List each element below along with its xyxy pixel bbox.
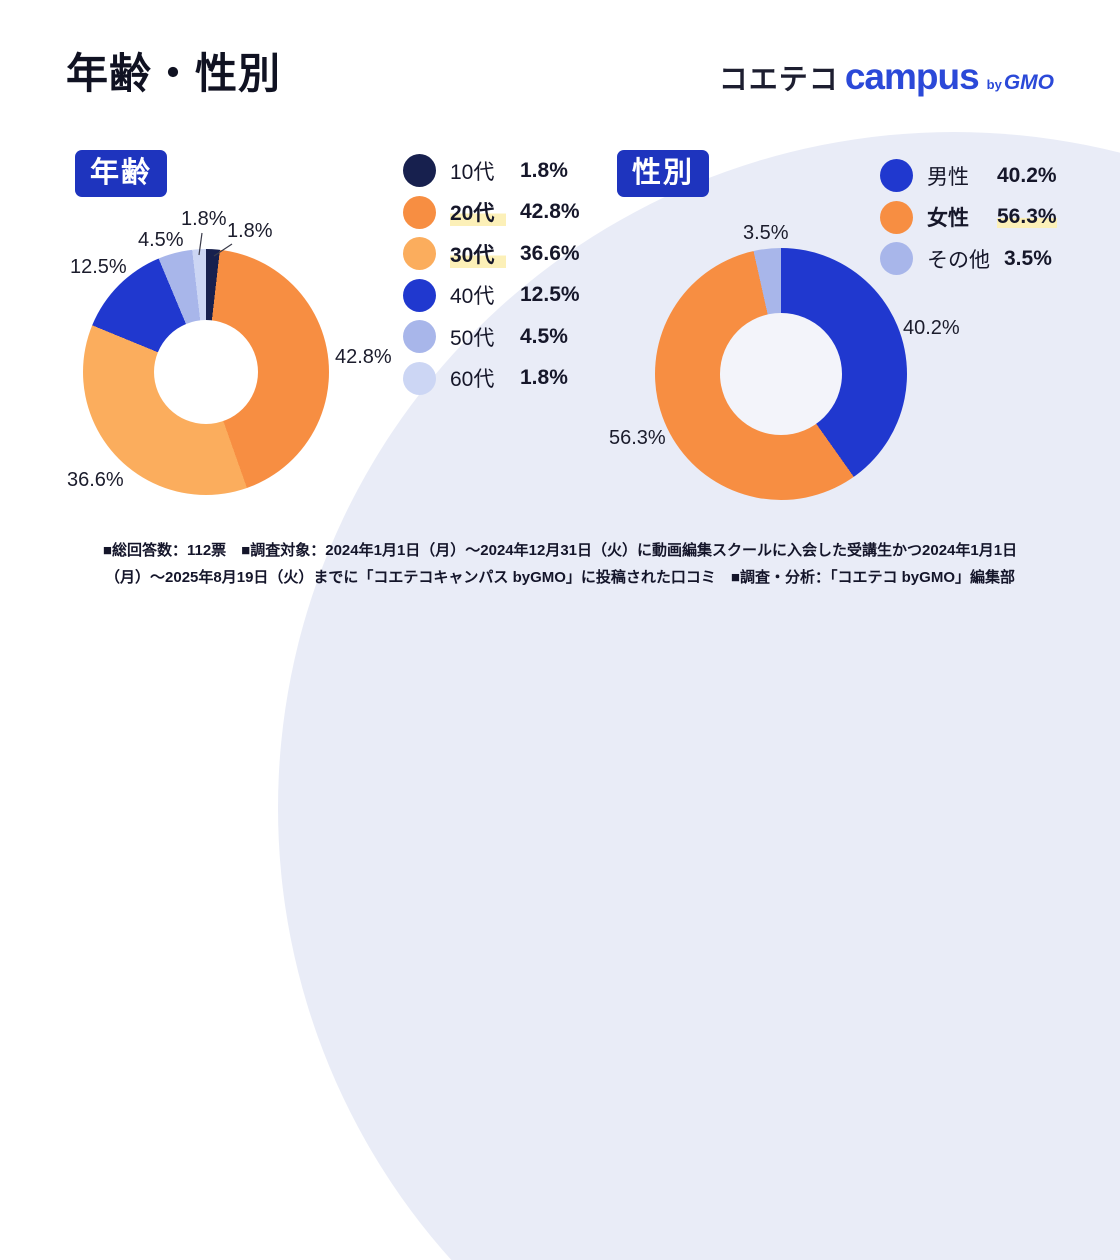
legend-row: 40代 12.5% xyxy=(403,275,580,317)
legend-row: 50代 4.5% xyxy=(403,316,580,358)
footnote-line-2: （月）～2025年8月19日（火）までに「コエテコキャンパス byGMO」に投稿… xyxy=(105,569,1015,586)
age-callout-30s: 36.6% xyxy=(67,469,124,491)
legend-row: 60代 1.8% xyxy=(403,358,580,400)
logo-text-gmo: GMO xyxy=(1003,71,1054,94)
legend-swatch-40s xyxy=(403,278,436,312)
age-callout-20s: 42.8% xyxy=(335,346,392,368)
gender-legend: 男性 40.2% 女性 56.3% その他 3.5% xyxy=(880,155,1057,280)
legend-swatch-30s xyxy=(403,237,436,271)
age-callout-50s: 4.5% xyxy=(138,229,184,251)
age-callout-10s: 1.8% xyxy=(227,220,273,242)
gender-callout-other: 3.5% xyxy=(743,222,789,244)
gender-callout-female: 56.3% xyxy=(609,427,666,449)
legend-value: 1.8% xyxy=(520,158,568,182)
legend-label: 男性 xyxy=(927,165,969,189)
age-legend: 10代 1.8% 20代 42.8% 30代 36.6% 40代 12.5% 5… xyxy=(403,150,580,399)
legend-label: 20代 xyxy=(450,197,506,228)
legend-value: 40.2% xyxy=(997,163,1057,187)
legend-swatch-male xyxy=(880,159,913,193)
legend-value: 1.8% xyxy=(520,366,568,390)
legend-label: 30代 xyxy=(450,238,506,269)
legend-swatch-10s xyxy=(403,154,436,188)
page-title: 年齢・性別 xyxy=(66,50,282,97)
legend-swatch-50s xyxy=(403,320,436,354)
legend-swatch-60s xyxy=(403,361,436,395)
legend-value: 56.3% xyxy=(997,205,1057,230)
legend-label: 40代 xyxy=(450,285,495,309)
legend-label: 10代 xyxy=(450,160,495,184)
legend-value: 42.8% xyxy=(520,200,580,224)
brand-logo: コエテコ campus by GMO xyxy=(719,56,1054,98)
gender-callout-male: 40.2% xyxy=(903,317,960,339)
gender-section-badge: 性別 xyxy=(617,150,710,198)
legend-label: 50代 xyxy=(450,326,495,350)
legend-row: その他 3.5% xyxy=(880,238,1057,280)
legend-value: 36.6% xyxy=(520,241,580,265)
legend-label: 女性 xyxy=(927,207,969,231)
donut-hole xyxy=(720,313,842,435)
donut-hole xyxy=(154,320,258,424)
legend-swatch-female xyxy=(880,200,913,234)
legend-value: 3.5% xyxy=(1004,246,1052,270)
leader-line xyxy=(198,232,233,257)
legend-label: その他 xyxy=(927,248,990,272)
legend-row: 男性 40.2% xyxy=(880,155,1057,197)
survey-footnote: ■総回答数：112票 ■調査対象：2024年1月1日（月）～2024年12月31… xyxy=(0,537,1120,591)
age-section-badge: 年齢 xyxy=(75,150,168,198)
logo-text-by: by xyxy=(986,77,1002,92)
legend-label: 60代 xyxy=(450,368,495,392)
legend-value: 4.5% xyxy=(520,324,568,348)
age-callout-40s: 12.5% xyxy=(70,256,127,278)
age-callout-60s: 1.8% xyxy=(181,208,227,230)
gender-donut-chart xyxy=(655,248,907,500)
logo-text-campus: campus xyxy=(844,56,980,97)
legend-row: 20代 42.8% xyxy=(403,192,580,234)
legend-row: 30代 36.6% xyxy=(403,233,580,275)
logo-text-jp: コエテコ xyxy=(718,64,839,96)
legend-swatch-20s xyxy=(403,195,436,229)
footnote-line-1: ■総回答数：112票 ■調査対象：2024年1月1日（月）～2024年12月31… xyxy=(102,542,1018,559)
legend-row: 10代 1.8% xyxy=(403,150,580,192)
legend-row: 女性 56.3% xyxy=(880,197,1057,239)
legend-swatch-other xyxy=(880,242,913,276)
age-donut-chart xyxy=(83,249,329,495)
legend-value: 12.5% xyxy=(520,283,580,307)
